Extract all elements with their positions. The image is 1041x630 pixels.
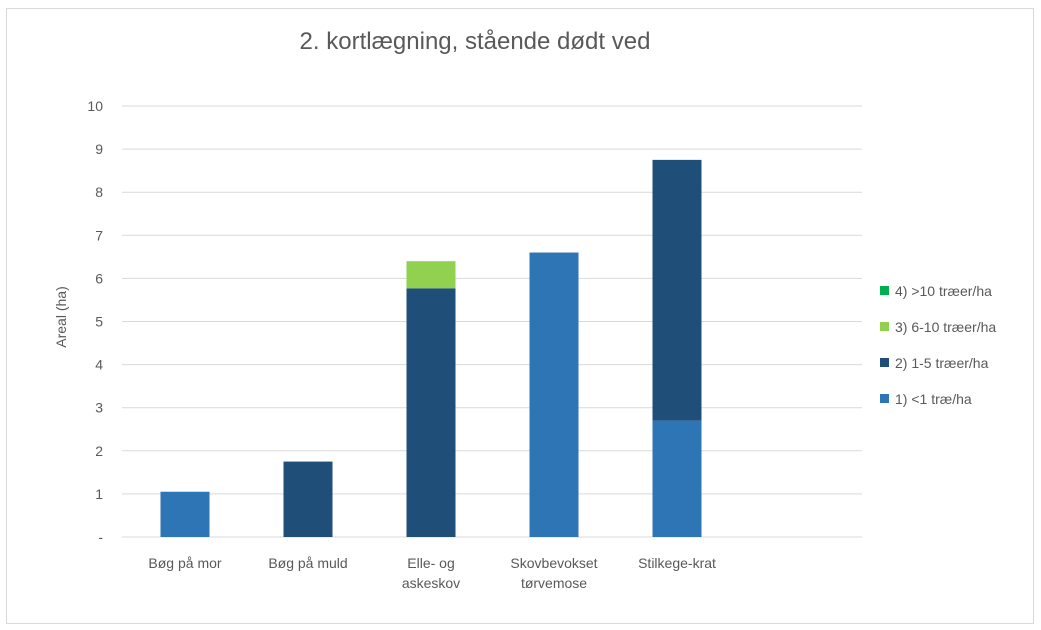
x-tick-label: Stilkege-krat [638,555,716,571]
bar-segment [529,252,579,538]
legend: 4) >10 træer/ha 3) 6-10 træer/ha 2) 1-5 tr… [880,283,996,407]
bars [160,159,702,538]
bar-segment [406,261,456,289]
y-axis-ticks: - 1 2 3 4 5 6 7 8 9 10 [87,98,103,545]
y-tick-label: 8 [95,184,103,200]
gridlines [122,105,862,538]
bar-segment [160,491,210,537]
legend-swatch [880,286,889,295]
bar-segment [406,288,456,537]
chart-title: 2. kortlægning, stående dødt ved [300,28,651,55]
x-tick-label: tørvemose [521,575,587,591]
legend-label: 1) <1 træ/ha [895,391,972,407]
y-tick-label: 6 [95,270,103,286]
bar-segment [283,461,333,537]
y-tick-label: 2 [95,443,103,459]
bar-segment [652,159,702,421]
x-tick-label: Elle- og [407,555,454,571]
y-tick-label: 1 [95,486,103,502]
x-axis-ticks: Bøg på mor Bøg på muld Elle- og askeskov Sko… [148,555,716,591]
legend-label: 4) >10 træer/ha [895,283,992,299]
y-tick-label: 3 [95,400,103,416]
y-tick-label: 9 [95,141,103,157]
legend-swatch [880,358,889,367]
legend-label: 3) 6-10 træer/ha [895,319,996,335]
x-tick-label: askeskov [402,575,460,591]
x-tick-label: Bøg på muld [268,555,347,571]
y-tick-label: 4 [95,357,103,373]
legend-label: 2) 1-5 træer/ha [895,355,989,371]
y-tick-label: 7 [95,227,103,243]
x-tick-label: Skovbevokset [510,555,597,571]
x-tick-label: Bøg på mor [148,555,221,571]
legend-swatch [880,322,889,331]
y-tick-label: 5 [95,314,103,330]
y-tick-label: - [98,529,103,545]
bar-segment [652,420,702,537]
legend-swatch [880,394,889,403]
y-axis-label: Areal (ha) [53,286,69,347]
y-tick-label: 10 [87,98,103,114]
